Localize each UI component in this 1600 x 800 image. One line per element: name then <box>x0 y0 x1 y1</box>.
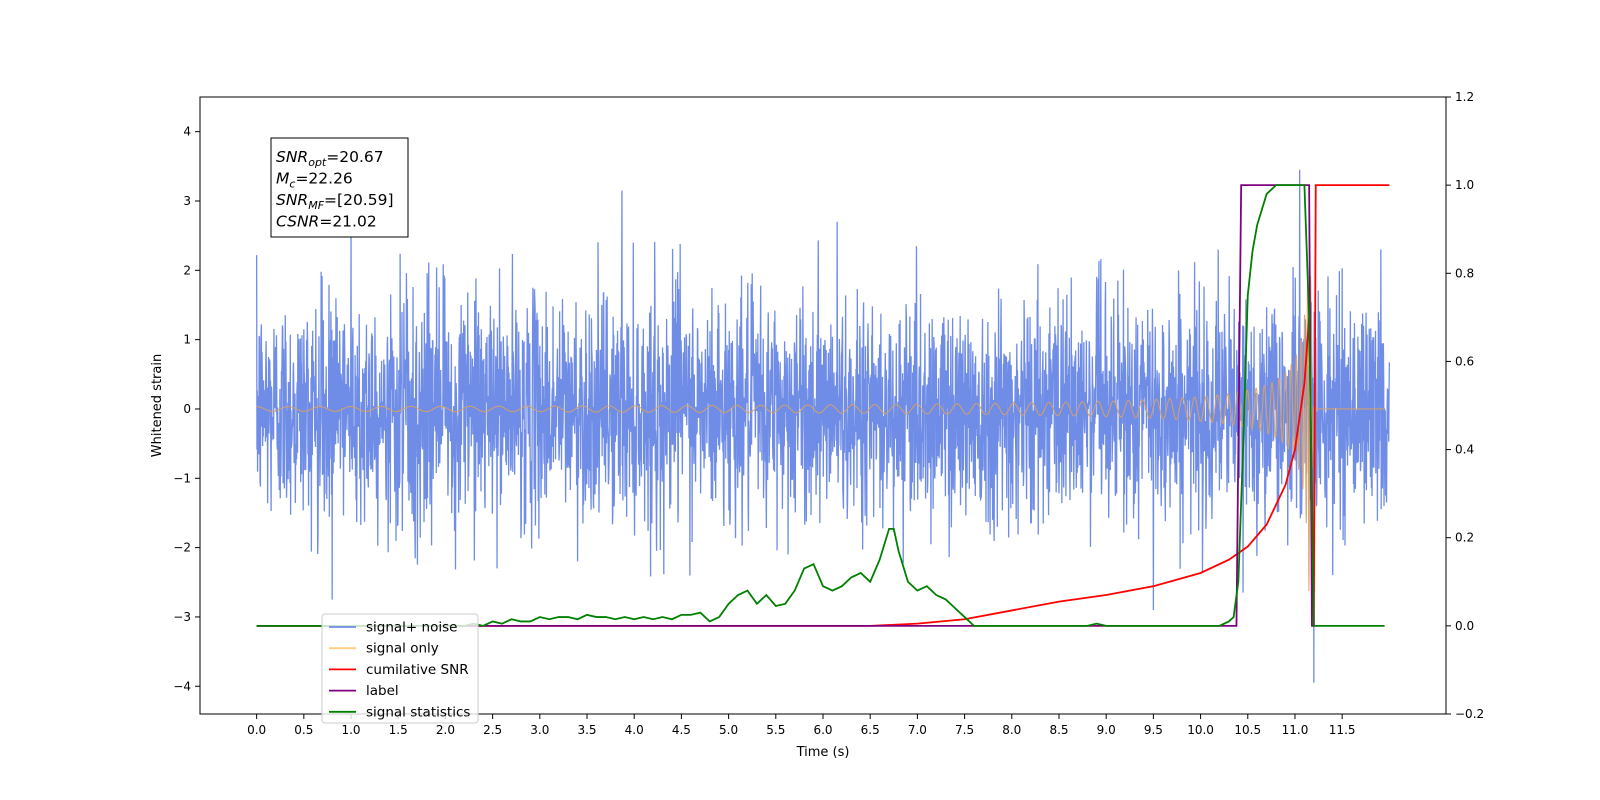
x-tick-label: 1.0 <box>341 723 360 737</box>
x-tick-label: 6.0 <box>813 723 832 737</box>
y-left-tick-label: 2 <box>183 263 191 277</box>
series-signal-only <box>256 270 1385 592</box>
y-left-tick-label: 4 <box>183 125 191 139</box>
y-right-tick-label: 0.6 <box>1455 354 1474 368</box>
x-tick-label: 10.0 <box>1187 723 1214 737</box>
legend: signal+ noise signal only cumilative SNR la… <box>321 613 479 724</box>
y-left-tick-label: −1 <box>173 471 191 485</box>
x-tick-label: 9.5 <box>1144 723 1163 737</box>
x-tick-label: 4.5 <box>672 723 691 737</box>
series-signal-noise <box>255 169 1391 683</box>
x-tick-label: 7.0 <box>908 723 927 737</box>
y-right-tick-label: 0.0 <box>1455 619 1474 633</box>
annotation-line: SNRMF=[20.59] <box>276 191 394 212</box>
x-tick-label: 2.5 <box>483 723 502 737</box>
y-left-tick-label: 3 <box>183 194 191 208</box>
x-tick-label: 5.0 <box>719 723 738 737</box>
legend-entry: cumilative SNR <box>366 662 469 678</box>
y-right-tick-label: 0.8 <box>1455 266 1474 280</box>
x-tick-label: 10.5 <box>1234 723 1261 737</box>
legend-entry: label <box>366 683 399 699</box>
y-left-tick-label: −3 <box>173 610 191 624</box>
annotation-box: SNRopt=20.67Mc=22.26SNRMF=[20.59]CSNR=21… <box>270 137 409 238</box>
y-right-tick-label: −0.2 <box>1455 707 1484 721</box>
y-axis-label: Whitened strain <box>150 354 165 457</box>
y-left-tick-label: 1 <box>183 333 191 347</box>
x-tick-label: 11.5 <box>1329 723 1356 737</box>
y-left-tick-label: −4 <box>173 679 191 693</box>
x-tick-label: 7.5 <box>955 723 974 737</box>
x-tick-label: 6.5 <box>861 723 880 737</box>
legend-entry: signal only <box>366 641 439 657</box>
legend-entry: signal+ noise <box>366 620 457 636</box>
x-tick-label: 0.5 <box>294 723 313 737</box>
legend-entry: signal statistics <box>366 704 470 720</box>
y-left-tick-label: 0 <box>183 402 191 416</box>
x-tick-label: 3.5 <box>577 723 596 737</box>
x-axis-label: Time (s) <box>796 745 850 760</box>
y-right-tick-label: 0.2 <box>1455 531 1474 545</box>
x-tick-label: 8.5 <box>1049 723 1068 737</box>
x-tick-label: 11.0 <box>1282 723 1309 737</box>
annotation-line: SNRopt=20.67 <box>276 148 384 169</box>
annotation-line: CSNR=21.02 <box>276 213 377 231</box>
x-tick-label: 1.5 <box>389 723 408 737</box>
x-tick-label: 4.0 <box>625 723 644 737</box>
y-right-tick-label: 0.4 <box>1455 443 1474 457</box>
x-tick-label: 8.0 <box>1002 723 1021 737</box>
series-signal-statistics <box>256 184 1385 627</box>
x-tick-label: 2.0 <box>436 723 455 737</box>
x-tick-label: 5.5 <box>766 723 785 737</box>
annotation-line: Mc=22.26 <box>276 170 353 191</box>
y-right-tick-label: 1.2 <box>1455 90 1474 104</box>
y-left-tick-label: −2 <box>173 541 191 555</box>
x-tick-label: 3.0 <box>530 723 549 737</box>
x-tick-label: 0.0 <box>247 723 266 737</box>
x-tick-label: 9.0 <box>1097 723 1116 737</box>
y-right-tick-label: 1.0 <box>1455 178 1474 192</box>
